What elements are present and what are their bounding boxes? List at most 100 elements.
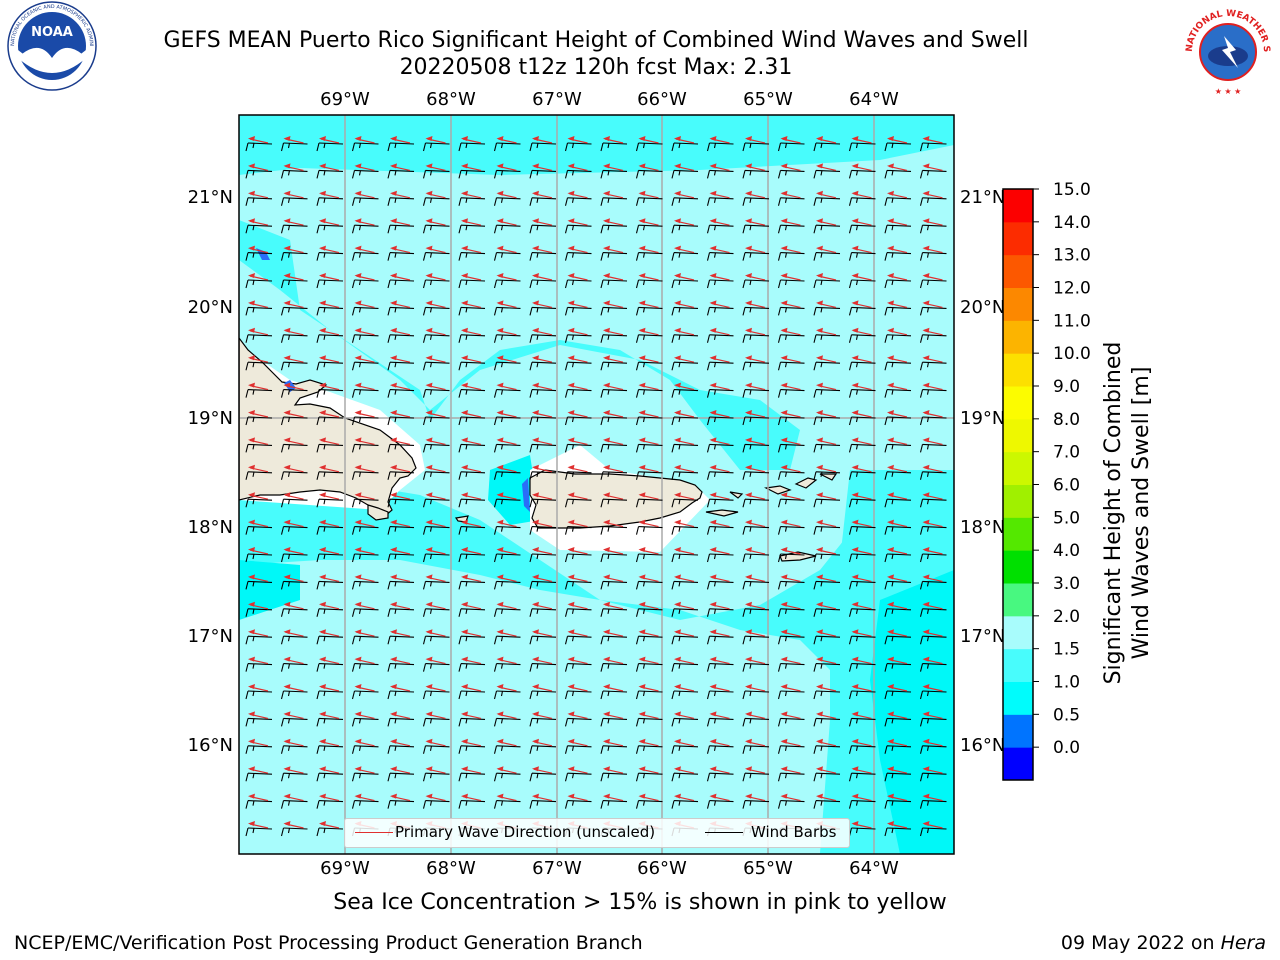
colorbar-segment [1003,189,1033,223]
wind-barb [316,608,344,617]
wave-direction-arrow [496,355,517,363]
wind-barb [458,498,486,508]
wave-direction-arrow [461,327,482,336]
wave-direction-arrow [816,190,837,199]
wind-barb [777,635,805,645]
wave-direction-arrow [248,464,269,473]
wind-barb [493,635,521,645]
wave-direction-arrow [496,547,517,555]
wave-direction-arrow [319,821,340,829]
wave-direction-arrow [745,601,766,610]
wind-barb [493,443,521,453]
wave-direction-arrow [532,273,553,281]
wave-direction-arrow [709,711,730,719]
wind-barb [493,772,521,782]
wind-barb [245,142,273,152]
wave-direction-arrow [354,382,375,391]
wave-direction-arrow [425,245,446,254]
wave-direction-arrow [390,327,411,336]
wind-barb [493,690,521,700]
wave-direction-arrow [674,547,695,555]
wind-barb [493,252,521,261]
wave-direction-arrow [248,519,269,528]
wind-barb [245,169,273,179]
wave-direction-arrow [709,273,730,281]
wave-direction-arrow [638,656,659,665]
wave-direction-arrow [461,711,482,719]
wind-barb [316,663,344,672]
wind-barb [919,526,947,535]
wave-direction-arrow [532,711,553,719]
wind-barb [919,334,947,343]
wind-barb [316,197,344,206]
wave-direction-arrow [851,245,872,254]
wind-barb [635,471,663,480]
wave-direction-arrow [922,519,943,528]
wind-barb [742,800,770,809]
wind-barb [458,197,486,206]
wave-direction-arrow [532,492,553,500]
wind-barb [458,800,486,809]
wind-barb [529,717,557,727]
wave-direction-arrow [283,218,304,226]
wind-barb [245,224,273,234]
wind-barb [387,361,415,371]
wind-barb [671,279,699,289]
wave-direction-arrow [851,629,872,637]
wind-barb [600,772,628,782]
wind-barb [280,498,308,508]
wind-barb [777,498,805,508]
primary-wave-legend-line [355,832,393,833]
wind-barb [919,827,947,837]
wind-barb [919,635,947,645]
wave-direction-arrow [709,793,730,802]
wind-barb [351,443,379,453]
wind-barb [777,334,805,343]
wind-barb [884,279,912,289]
wave-direction-arrow [816,574,837,582]
wind-barb [245,252,273,261]
wave-direction-arrow [851,519,872,528]
wave-direction-arrow [567,300,588,308]
wind-barb [351,745,379,754]
wind-barb [245,580,273,590]
wave-direction-arrow [922,218,943,226]
wind-barb [493,608,521,617]
colorbar-segment [1003,418,1033,453]
wave-direction-arrow [674,684,695,692]
wave-direction-arrow [922,382,943,391]
wave-direction-arrow [496,766,517,774]
wave-direction-arrow [390,190,411,199]
wind-barb [316,717,344,727]
colorbar-segment [1003,681,1033,715]
wave-direction-arrow [283,464,304,473]
wind-barb [742,252,770,261]
wind-barb [813,224,841,234]
wave-direction-arrow [922,327,943,336]
wave-direction-arrow [532,245,553,254]
wind-barb [848,608,876,617]
wave-direction-arrow [745,437,766,445]
wind-barb [919,553,947,563]
wind-barb [848,443,876,453]
wind-barb [884,224,912,234]
wave-direction-arrow [745,574,766,582]
wind-barb [635,553,663,563]
wave-direction-arrow [390,601,411,610]
wind-barb [422,416,450,426]
wind-barb [387,663,415,672]
wave-direction-arrow [567,190,588,199]
wave-direction-arrow [603,766,624,774]
wind-barb [422,252,450,261]
blue-spot-island [522,478,530,512]
wind-barb [422,443,450,453]
wave-direction-arrow [816,656,837,665]
wave-direction-arrow [567,492,588,500]
wave-direction-arrow [922,190,943,199]
wave-direction-arrow [319,190,340,199]
colorbar-tick-label: 6.0 [1053,476,1080,496]
wave-direction-arrow [390,766,411,774]
wind-barb [919,279,947,289]
wave-direction-arrow [780,547,801,555]
